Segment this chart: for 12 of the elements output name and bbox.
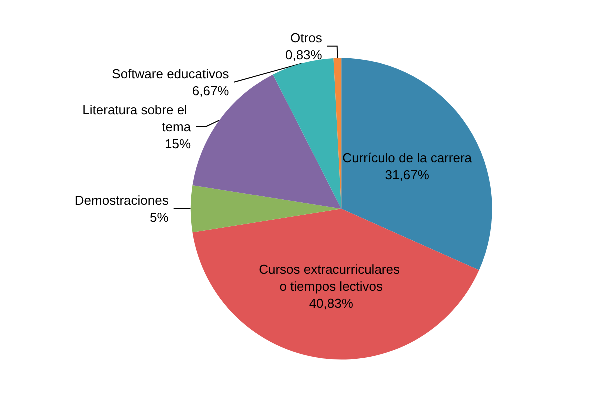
data-label: 31,67% — [385, 167, 430, 182]
data-label: 5% — [150, 210, 170, 226]
slice-label: Literatura sobre el tema — [82, 102, 192, 134]
data-label: 40,83% — [309, 296, 354, 312]
slice-label: Software educativos — [112, 66, 230, 82]
slice-label: Demostraciones — [74, 193, 170, 208]
data-label: 15% — [165, 136, 192, 152]
slice-label: Cursos extracurriculares o tiempos lectivos — [259, 262, 404, 294]
data-label: 0,83% — [285, 47, 323, 62]
data-label: 6,67% — [192, 83, 230, 98]
slice-label: Currículo de la carrera — [342, 150, 473, 166]
slice-label: Otros — [290, 30, 323, 46]
